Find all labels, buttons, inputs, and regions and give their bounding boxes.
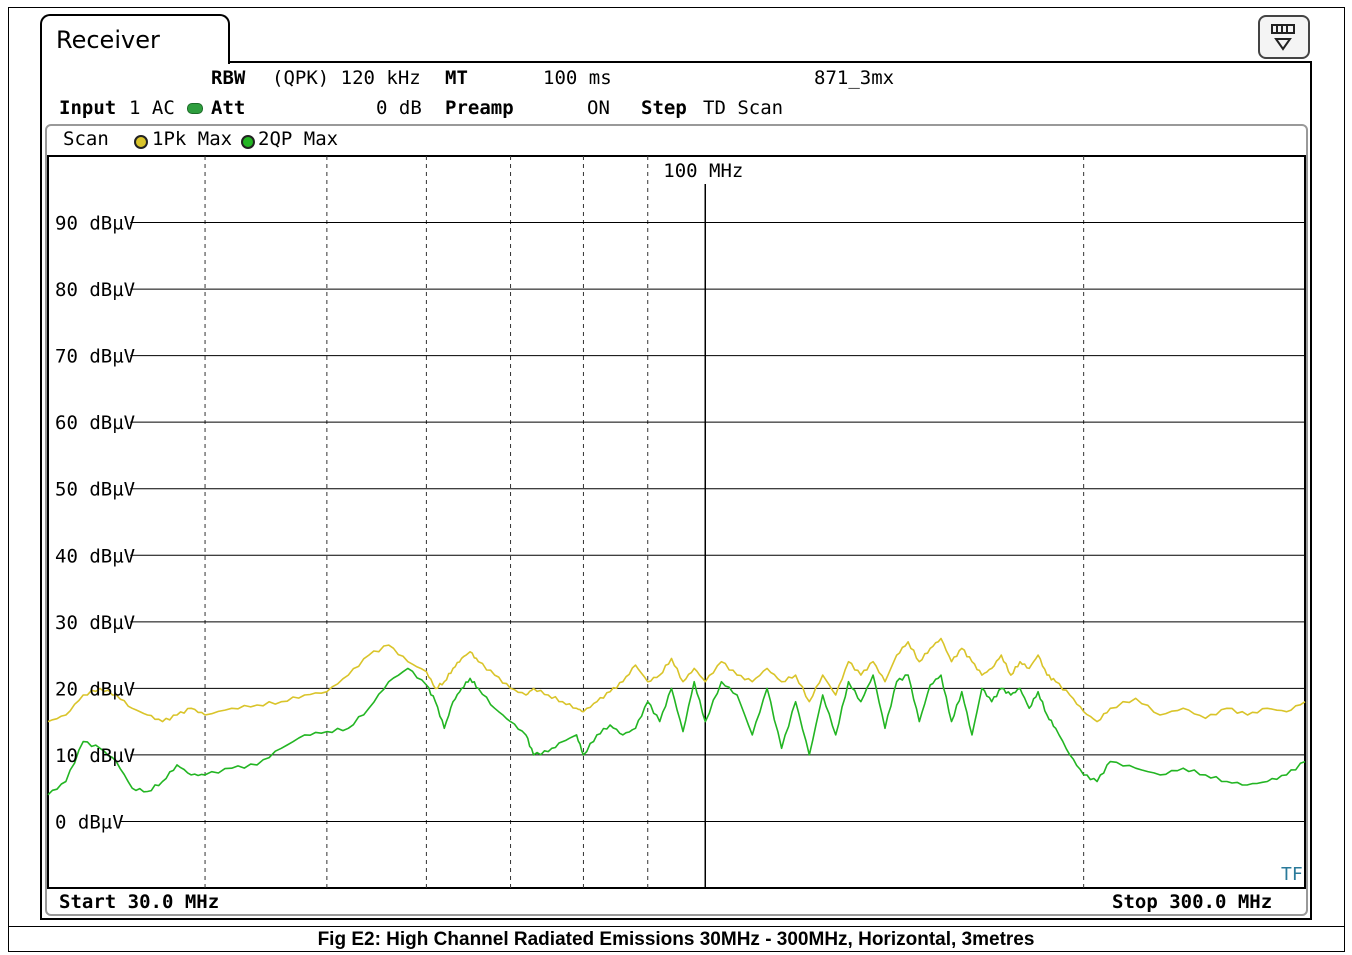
input-status-indicator <box>187 103 203 114</box>
trace1-legend-label: 1Pk Max <box>152 128 233 150</box>
mt-label: MT <box>445 67 468 89</box>
y-tick-label: 30 dBµV <box>55 612 135 634</box>
preamp-label: Preamp <box>445 97 514 119</box>
step-value: TD Scan <box>703 97 784 119</box>
scan-panel <box>45 124 1308 916</box>
file-name: 871_3mx <box>814 67 895 89</box>
y-tick-label: 60 dBµV <box>55 412 135 434</box>
att-value: 0 dB <box>376 97 422 119</box>
tab-receiver[interactable]: Receiver <box>40 14 230 64</box>
rbw-value: (QPK) 120 kHz <box>272 67 421 89</box>
step-label: Step <box>641 97 687 119</box>
panel-right-border <box>1310 62 1312 920</box>
preamp-value: ON <box>587 97 610 119</box>
stop-frequency: Stop 300.0 MHz <box>1112 891 1273 913</box>
trace2-marker-icon <box>241 133 255 152</box>
y-tick-label: 80 dBµV <box>55 279 135 301</box>
rbw-label: RBW <box>211 67 246 89</box>
trace-1pk-max <box>47 637 1306 723</box>
panel-bottom-border <box>40 918 1312 920</box>
display-menu-button[interactable] <box>1258 15 1310 59</box>
start-frequency: Start 30.0 MHz <box>59 891 220 913</box>
y-tick-label: 90 dBµV <box>55 213 135 235</box>
tf-indicator: TF <box>1281 864 1303 885</box>
mt-value: 100 ms <box>543 67 612 89</box>
tab-baseline <box>230 61 1312 63</box>
trace1-marker-icon <box>134 133 148 152</box>
trace-2qp-max <box>47 667 1306 796</box>
y-tick-label: 40 dBµV <box>55 545 135 567</box>
caption-divider <box>8 926 1345 927</box>
y-tick-label: 70 dBµV <box>55 346 135 368</box>
y-tick-label: 10 dBµV <box>55 745 135 767</box>
scan-label: Scan <box>63 128 109 150</box>
input-label: Input <box>59 97 117 119</box>
y-tick-label: 0 dBµV <box>55 811 124 833</box>
figure-caption: Fig E2: High Channel Radiated Emissions … <box>317 929 1035 950</box>
trace2-legend-label: 2QP Max <box>258 128 339 150</box>
y-tick-label: 20 dBµV <box>55 678 135 700</box>
marker-label: 100 MHz <box>663 160 743 182</box>
display-menu-icon <box>1271 24 1295 51</box>
plot-area-border <box>47 155 1306 889</box>
y-tick-label: 50 dBµV <box>55 479 135 501</box>
screenshot-frame <box>8 7 1345 952</box>
att-label: Att <box>211 97 246 119</box>
panel-left-border <box>40 62 42 920</box>
input-value: 1 AC <box>129 97 175 119</box>
